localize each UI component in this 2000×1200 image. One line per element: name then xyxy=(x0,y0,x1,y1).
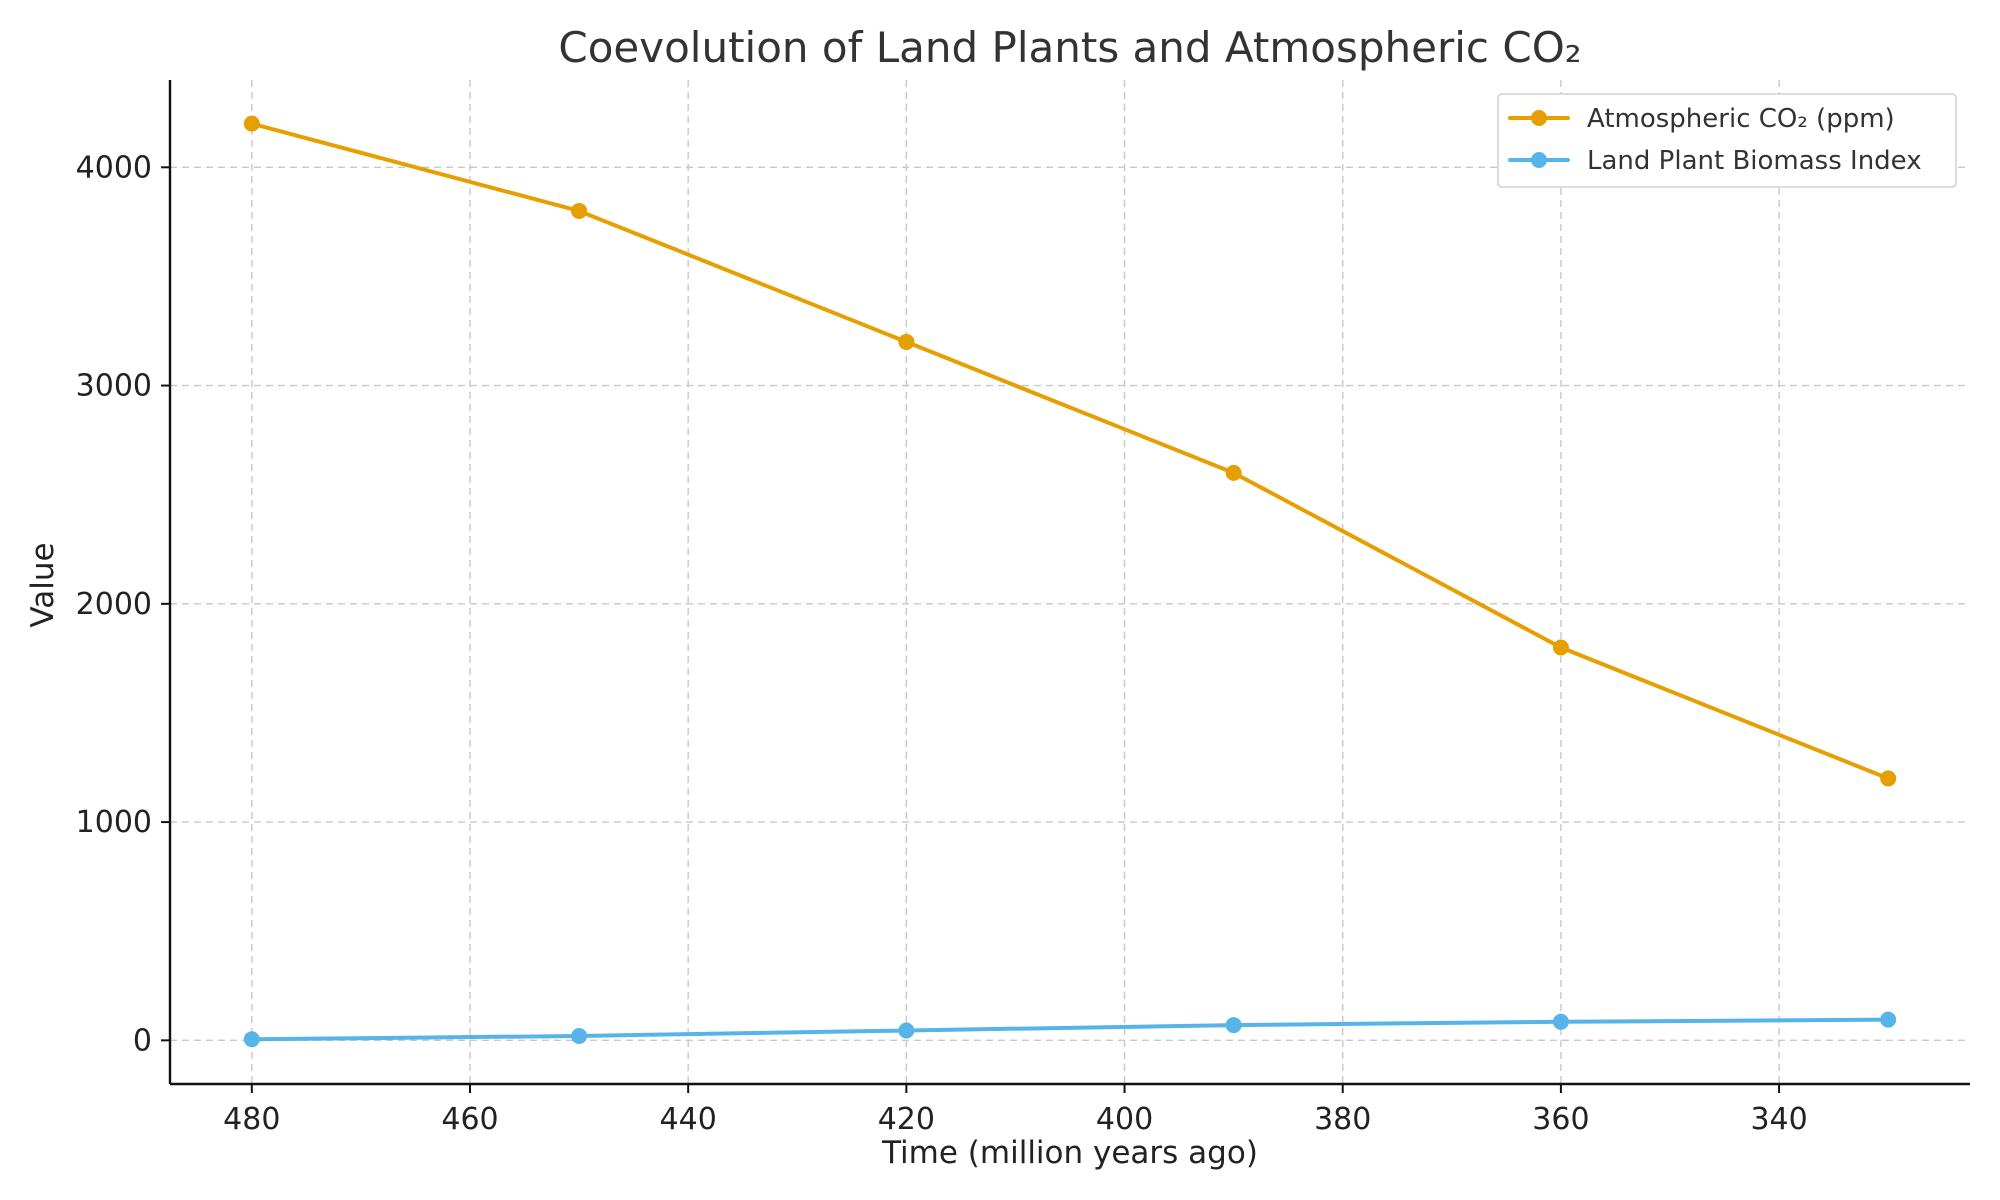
series-0-point xyxy=(898,333,915,350)
x-tick-label: 440 xyxy=(660,1102,717,1137)
y-tick-label: 0 xyxy=(133,1023,152,1058)
series-0-point xyxy=(571,202,588,219)
series-1-point xyxy=(243,1031,260,1048)
x-tick-label: 380 xyxy=(1314,1102,1371,1137)
y-axis-label: Value xyxy=(25,542,61,627)
x-tick-label: 400 xyxy=(1096,1102,1153,1137)
y-tick-label: 2000 xyxy=(76,587,152,622)
x-tick-label: 480 xyxy=(223,1102,280,1137)
series-line-1 xyxy=(249,1017,1891,1042)
y-tick-label: 1000 xyxy=(76,805,152,840)
series-0-point xyxy=(1880,770,1897,787)
series-1-point xyxy=(898,1022,915,1039)
legend-label-1: Land Plant Biomass Index xyxy=(1587,146,1922,176)
series-1-point xyxy=(1552,1013,1569,1030)
grid-layer xyxy=(170,80,1970,1084)
chart-title: Coevolution of Land Plants and Atmospher… xyxy=(558,23,1581,72)
legend-label-0: Atmospheric CO₂ (ppm) xyxy=(1587,104,1895,134)
legend: Atmospheric CO₂ (ppm) Land Plant Biomass … xyxy=(1497,93,1957,188)
x-tick-label: 360 xyxy=(1532,1102,1589,1137)
y-tick-label: 3000 xyxy=(76,369,152,404)
x-tick-label: 420 xyxy=(878,1102,935,1137)
series-line-0 xyxy=(249,121,1891,781)
axes-layer: 480 460 440 420 400 380 360 340 0 1000 2000 3000 400… xyxy=(76,80,1970,1137)
legend-marker-0 xyxy=(1531,110,1547,126)
x-axis-label: Time (million years ago) xyxy=(881,1135,1258,1171)
series-0-point xyxy=(1552,639,1569,656)
x-tick-label: 460 xyxy=(441,1102,498,1137)
series-1-point xyxy=(571,1027,588,1044)
x-tick-label: 340 xyxy=(1750,1102,1807,1137)
legend-box xyxy=(1497,93,1957,188)
series-1-point xyxy=(1225,1017,1242,1034)
series-0-point xyxy=(1225,464,1242,481)
series-1-point xyxy=(1880,1011,1897,1028)
labels-layer: Coevolution of Land Plants and Atmospher… xyxy=(25,23,1582,1171)
series-0-point xyxy=(243,115,260,132)
legend-marker-1 xyxy=(1531,152,1547,168)
series-layer xyxy=(243,115,1897,1048)
y-tick-label: 4000 xyxy=(76,150,152,185)
